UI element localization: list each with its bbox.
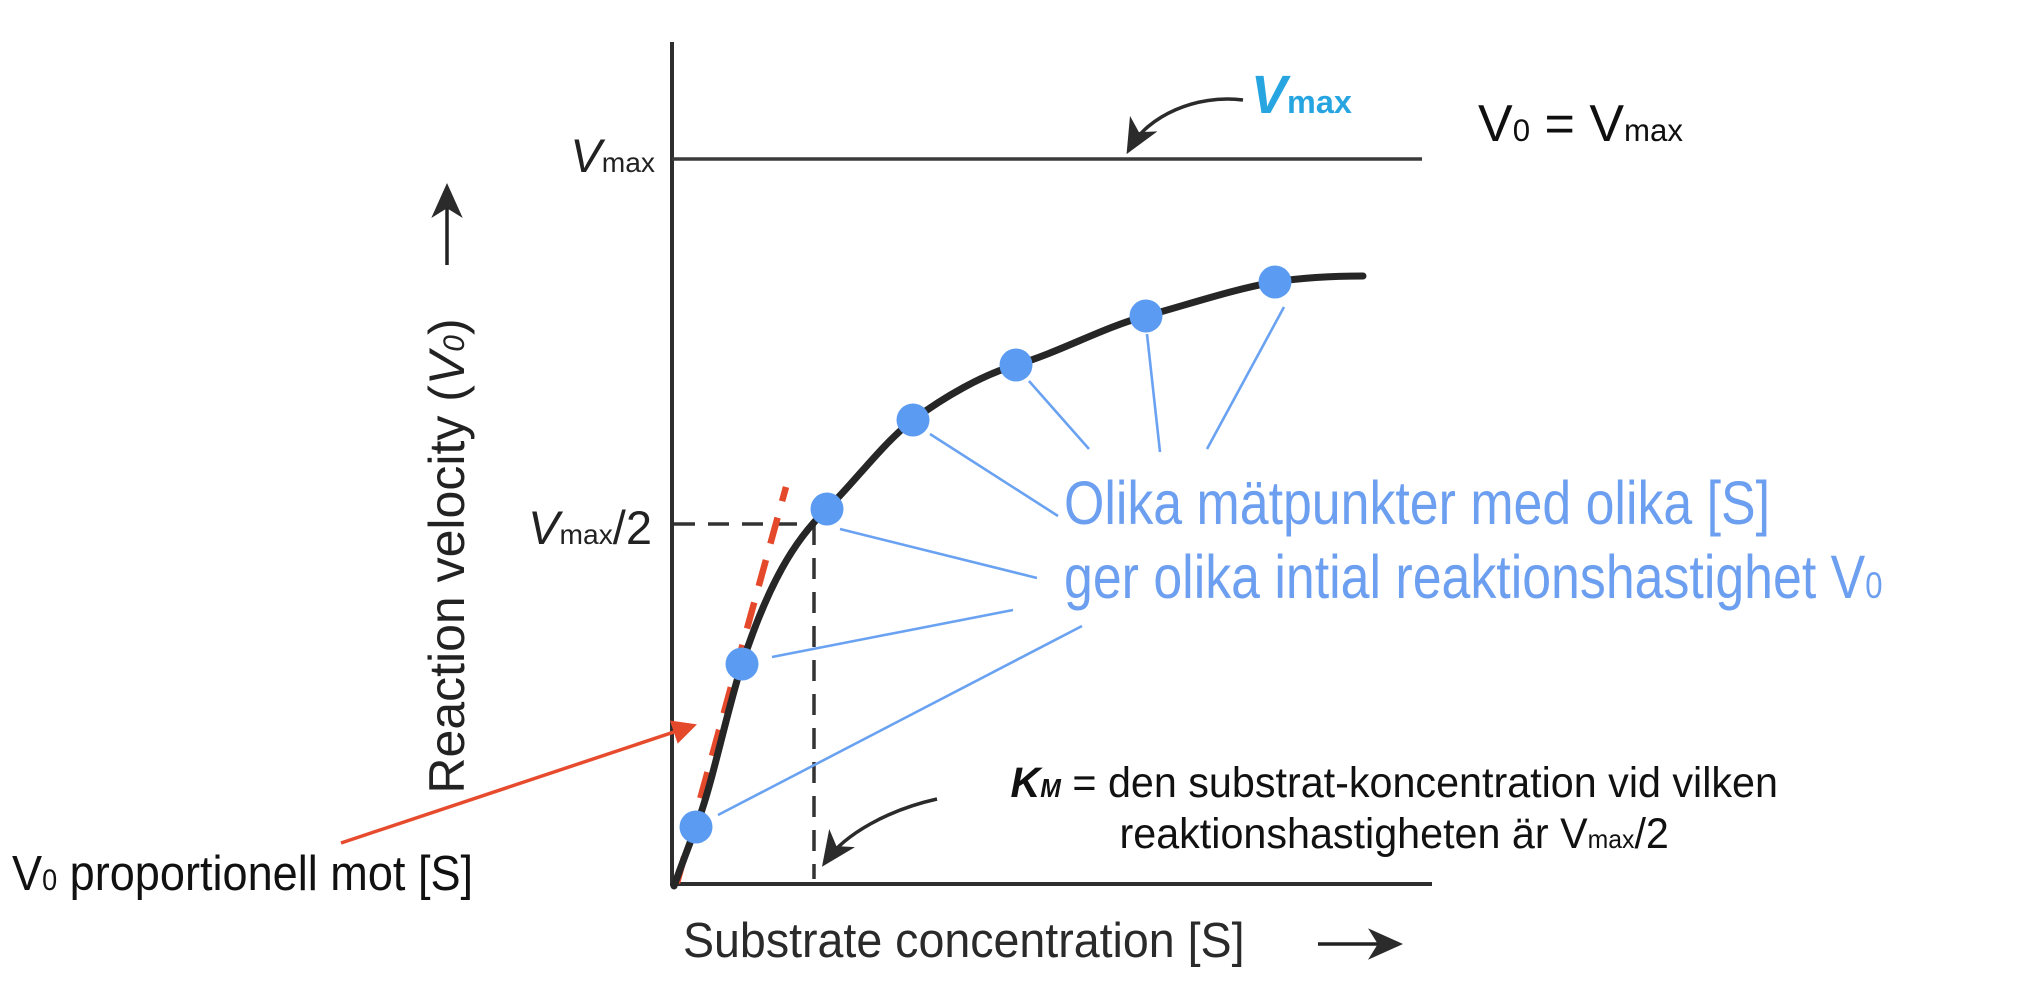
vmax-tick-sub: max: [601, 146, 655, 178]
measurement-points-note-line1: Olika mätpunkter med olika [S]: [1064, 466, 1883, 540]
km-definition-note: KM = den substrat-koncentration vid vilk…: [955, 758, 1833, 860]
km-symbol: K: [1010, 759, 1041, 807]
measurement-points-note-line2-sub: 0: [1865, 565, 1883, 606]
pointer-line-1: [717, 624, 1083, 817]
measurement-points-note-line1-text: Olika mätpunkter med olika [S]: [1064, 469, 1771, 537]
y-axis-label-close: ): [419, 318, 475, 336]
formula-rhs-v: V: [1589, 95, 1624, 153]
formula-lhs-sub: 0: [1512, 113, 1531, 148]
y-axis-label-text: Reaction velocity (: [419, 385, 475, 794]
v0-equals-vmax-formula: V0 = Vmax: [1478, 94, 1683, 154]
km-definition-line2-text: reaktionshastigheten är V: [1119, 810, 1588, 858]
v0-proportional-v: V: [12, 847, 43, 901]
km-callout-arrow: [821, 797, 938, 867]
vmax-half-tick-suffix: /2: [612, 501, 652, 554]
y-axis-label-v: V: [419, 351, 475, 386]
y-axis-label-sub: 0: [438, 335, 471, 352]
vmax-callout-arrow: [1126, 97, 1244, 155]
dot-pointer-lines: [717, 306, 1286, 817]
vmax-callout-v: V: [1251, 65, 1288, 125]
data-point-3: [810, 492, 844, 526]
x-axis-label: Substrate concentration [S]: [683, 913, 1245, 969]
vmax-half-tick-label: Vmax/2: [478, 500, 652, 555]
km-definition-line2-sub: max: [1587, 826, 1635, 854]
y-axis-label: Reaction velocity (V0): [418, 318, 476, 793]
vmax-callout-label: Vmax: [1251, 64, 1352, 126]
v0-proportional-text: proportionell mot [S]: [57, 847, 474, 901]
vmax-half-tick-sub: max: [559, 518, 613, 550]
red-annotation-arrow: [340, 720, 697, 845]
data-point-1: [679, 810, 713, 844]
vmax-callout-sub: max: [1287, 84, 1352, 120]
v0-proportional-sub: 0: [42, 864, 58, 897]
pointer-line-5: [1028, 380, 1090, 450]
km-definition-line1: KM = den substrat-koncentration vid vilk…: [955, 758, 1833, 809]
pointer-line-7: [1205, 306, 1286, 450]
km-definition-line1-text: = den substrat-koncentration vid vilken: [1060, 759, 1778, 807]
formula-lhs-v: V: [1478, 95, 1513, 153]
measurement-points-note-line2: ger olika intial reaktionshastighet V0: [1064, 540, 1883, 614]
data-point-5: [999, 348, 1033, 382]
formula-rhs-sub: max: [1624, 113, 1683, 148]
data-point-2: [725, 647, 759, 681]
km-definition-line2: reaktionshastigheten är Vmax/2: [955, 809, 1833, 860]
pointer-line-2: [771, 608, 1014, 659]
data-point-7: [1258, 265, 1292, 299]
data-points: [679, 265, 1292, 844]
pointer-line-6: [1145, 333, 1162, 453]
vmax-half-tick-v: V: [528, 501, 560, 554]
km-definition-line2-suffix: /2: [1634, 810, 1669, 858]
measurement-points-note: Olika mätpunkter med olika [S] ger olika…: [1064, 466, 1883, 614]
formula-equals: =: [1530, 95, 1590, 153]
pointer-line-4: [929, 432, 1059, 518]
v0-proportional-note: V0 proportionell mot [S]: [12, 846, 473, 902]
vmax-tick-v: V: [570, 129, 602, 182]
km-symbol-sub: M: [1040, 775, 1061, 803]
measurement-points-note-line2-text: ger olika intial reaktionshastighet V: [1064, 543, 1866, 611]
pointer-line-3: [839, 527, 1038, 580]
data-point-6: [1129, 299, 1163, 333]
x-axis-label-text: Substrate concentration [S]: [683, 914, 1245, 968]
data-point-4: [896, 403, 930, 437]
vmax-tick-label: Vmax: [495, 128, 655, 183]
